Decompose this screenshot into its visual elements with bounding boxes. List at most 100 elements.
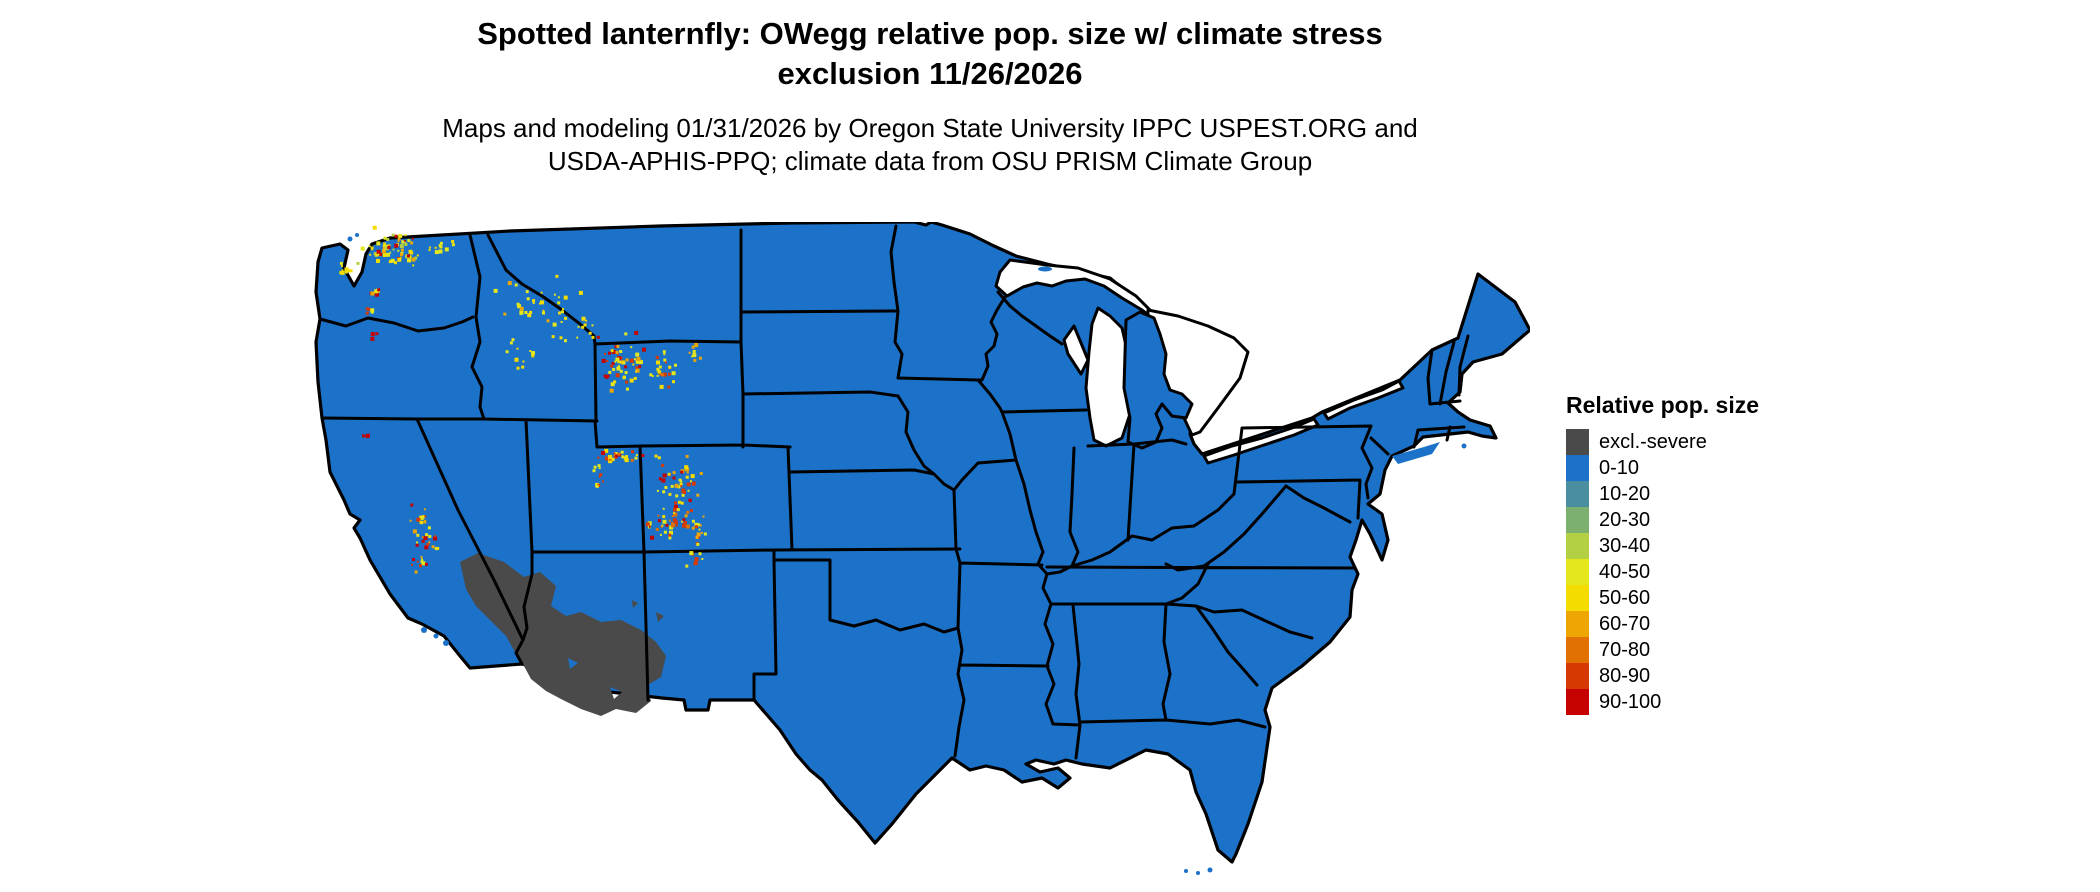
legend-item-label: 40-50 (1599, 560, 1651, 583)
hotspot-uinta-ut (641, 454, 645, 457)
hotspot-yellowstone-absaroka-wy (609, 388, 614, 393)
hotspot-uinta-ut (604, 448, 609, 453)
hotspot-colorado-san-juan (663, 530, 667, 534)
hotspot-colorado-san-juan (674, 504, 678, 509)
hotspot-sierra-nevada-ca (420, 521, 424, 525)
hotspot-idaho-bitterroots (563, 295, 568, 300)
hotspot-colorado-sawatch (694, 522, 699, 527)
hotspot-uinta-ut (630, 458, 634, 462)
legend: Relative pop. size excl.-severe 0-10 10-20… (1566, 392, 1866, 715)
hotspot-north-cascades-wa (360, 246, 365, 251)
hotspot-sierra-nevada-ca (416, 533, 420, 537)
hotspot-olympic-mtns-wa (340, 270, 345, 275)
hotspot-yellowstone-absaroka-wy (635, 368, 640, 373)
hotspot-idaho-bitterroots (553, 293, 556, 296)
hotspot-yellowstone-absaroka-wy (619, 356, 623, 360)
hotspot-colorado-san-juan (662, 519, 667, 524)
hotspot-sierra-nevada-ca (434, 535, 437, 538)
hotspot-sierra-nevada-ca (428, 541, 431, 544)
legend-swatch (1566, 689, 1589, 715)
hotspot-north-cascades-wa (391, 233, 395, 237)
hotspot-yellowstone-absaroka-wy (614, 345, 618, 349)
hotspot-west-montana (551, 335, 555, 339)
hotspot-idaho-bitterroots (578, 290, 583, 295)
hotspot-west-montana (581, 325, 585, 329)
hotspot-yellowstone-absaroka-wy (596, 335, 600, 339)
hotspot-yellowstone-absaroka-wy (604, 352, 607, 355)
hotspot-colorado-front-range (664, 486, 668, 489)
san-juan-island (347, 236, 353, 242)
hotspot-sierra-nevada-ca (423, 519, 426, 522)
hotspot-yellowstone-absaroka-wy (638, 365, 642, 368)
hotspot-uinta-ut (620, 450, 624, 454)
hotspot-west-montana (581, 316, 586, 321)
michigan-lower-peninsula (1122, 310, 1194, 450)
hotspot-north-cascades-wa (373, 252, 377, 256)
hotspot-mt-rainier-wa (377, 288, 381, 292)
hotspot-west-montana (588, 331, 592, 335)
hotspot-olympic-mtns-wa (341, 269, 344, 272)
hotspot-idaho-sawtooth (509, 341, 513, 345)
hotspot-sierra-nevada-ca (428, 535, 432, 538)
hotspot-yellowstone-absaroka-wy (616, 344, 620, 348)
hotspot-yellowstone-absaroka-wy (634, 358, 636, 361)
hotspot-sierra-nevada-ca (423, 535, 428, 540)
hotspot-yellowstone-absaroka-wy (619, 369, 623, 373)
hotspot-colorado-san-juan (686, 510, 690, 514)
hotspot-yellowstone-absaroka-wy (603, 374, 607, 378)
legend-item-label: 0-10 (1599, 456, 1640, 479)
hotspot-uinta-ut (608, 459, 613, 464)
hotspot-sierra-nevada-ca (422, 515, 426, 519)
hotspot-sierra-nevada-ca (424, 515, 427, 518)
hotspot-yellowstone-absaroka-wy (616, 366, 621, 371)
hotspot-north-cascades-wa (385, 246, 389, 251)
hotspot-north-cascades-wa (389, 251, 392, 254)
hotspot-west-montana (562, 308, 565, 310)
hotspot-colorado-front-range (672, 476, 676, 480)
hotspot-wind-river-wy (662, 372, 667, 377)
hotspot-yellowstone-absaroka-wy (605, 375, 609, 379)
legend-item-label: 50-60 (1599, 586, 1651, 609)
hotspot-colorado-san-juan (673, 518, 677, 522)
hotspot-mt-adams-wa (365, 311, 369, 315)
legend-swatch (1566, 429, 1589, 455)
hotspot-colorado-front-range (686, 482, 691, 487)
hotspot-colorado-san-juan (673, 507, 678, 512)
legend-items: excl.-severe 0-10 10-20 20-30 30-40 40-50 50-6… (1566, 429, 1866, 715)
hotspot-yellowstone-absaroka-wy (632, 363, 635, 366)
population-hotspots-layer (339, 225, 707, 574)
hotspot-sierra-nevada-ca (426, 542, 430, 546)
hotspot-idaho-bitterroots (525, 290, 529, 294)
legend-swatch (1566, 637, 1589, 663)
hotspot-north-cascades-wa (372, 225, 377, 230)
hotspot-wasatch-ut (599, 473, 603, 477)
hotspot-yellowstone-absaroka-wy (610, 382, 615, 387)
hotspot-bighorn-wy (691, 345, 695, 349)
hotspot-wind-river-wy (656, 374, 659, 377)
hotspot-north-cascades-wa (400, 253, 403, 257)
hotspot-north-cascades-wa (392, 248, 395, 251)
hotspot-west-montana (583, 323, 587, 327)
hotspot-idaho-bitterroots (557, 301, 561, 305)
legend-swatch (1566, 559, 1589, 585)
hotspot-north-cascades-wa (356, 261, 360, 265)
subtitle: Maps and modeling 01/31/2026 by Oregon S… (310, 112, 1550, 178)
hotspot-yellowstone-absaroka-wy (630, 346, 633, 349)
hotspot-colorado-san-juan (675, 524, 678, 527)
hotspot-wind-river-wy (658, 372, 662, 376)
hotspot-yellowstone-absaroka-wy (615, 350, 619, 354)
florida-key (1196, 871, 1200, 875)
legend-item: 0-10 (1566, 455, 1866, 481)
legend-item: 70-80 (1566, 637, 1866, 663)
hotspot-colorado-front-range (656, 489, 659, 492)
hotspot-wind-river-wy (664, 361, 667, 364)
hotspot-colorado-front-range (658, 477, 662, 481)
hotspot-colorado-sawatch (698, 528, 701, 531)
hotspot-sierra-nevada-ca (409, 519, 412, 522)
hotspot-yellowstone-absaroka-wy (625, 380, 629, 384)
hotspot-sierra-nevada-ca (421, 539, 425, 543)
hotspot-idaho-sawtooth (511, 338, 515, 342)
hotspot-wind-river-wy (659, 384, 664, 389)
hotspot-bighorn-wy (692, 350, 696, 353)
isle-royale (1038, 266, 1052, 272)
